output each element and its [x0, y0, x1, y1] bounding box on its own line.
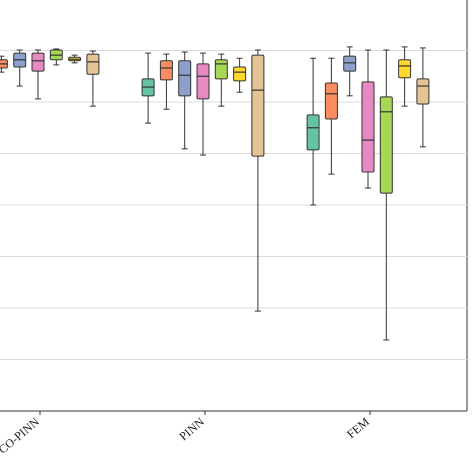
box — [306, 114, 320, 151]
box — [324, 82, 338, 120]
box — [361, 81, 375, 173]
box — [233, 66, 247, 82]
box — [159, 60, 173, 81]
x-tick-label: FEM — [344, 414, 372, 441]
box — [31, 52, 45, 72]
x-tick-label: PINN — [176, 414, 207, 443]
box — [214, 59, 228, 80]
x-tick-label: CO-PINN — [0, 414, 42, 456]
box — [251, 54, 265, 157]
box — [86, 53, 100, 75]
box — [196, 63, 210, 100]
box — [398, 59, 412, 79]
box — [379, 96, 393, 194]
box — [178, 60, 192, 97]
box — [416, 78, 430, 105]
box — [343, 55, 357, 72]
